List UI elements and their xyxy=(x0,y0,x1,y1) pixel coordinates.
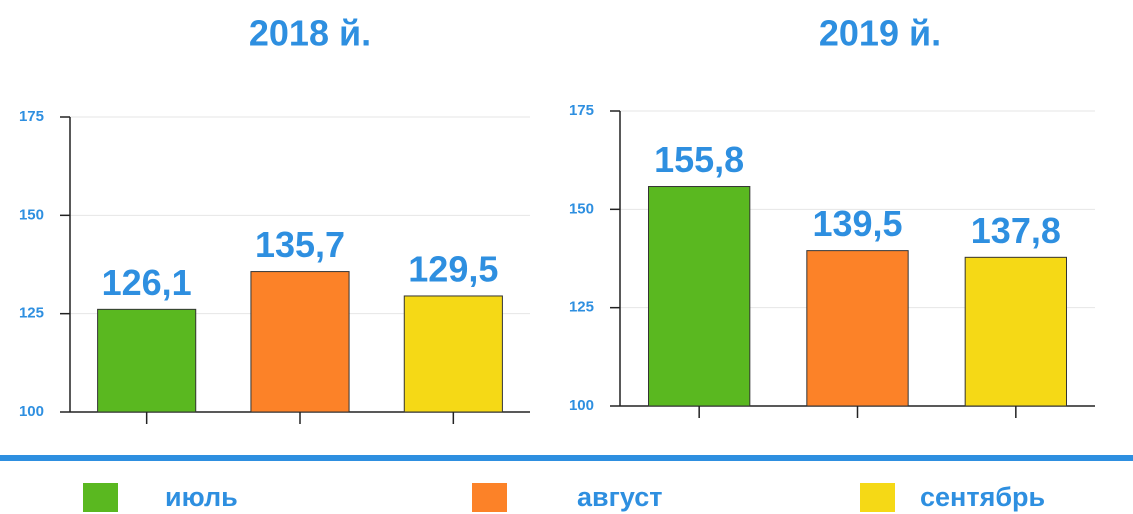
divider xyxy=(0,455,1133,461)
y-tick-label: 125 xyxy=(19,305,44,322)
bar xyxy=(403,295,503,413)
y-tick-label: 175 xyxy=(569,102,594,119)
y-tick-label: 150 xyxy=(569,200,594,217)
legend-swatch xyxy=(860,483,895,512)
y-tick-label: 100 xyxy=(19,403,44,420)
data-label: 139,5 xyxy=(812,203,902,244)
legend-label: сентябрь xyxy=(920,482,1045,512)
data-label: 126,1 xyxy=(102,262,192,303)
legend-label: август xyxy=(577,482,662,512)
legend-label: июль xyxy=(165,482,238,512)
legend-swatch xyxy=(472,483,507,512)
bar xyxy=(250,271,350,413)
data-label: 129,5 xyxy=(408,248,498,289)
data-label: 135,7 xyxy=(255,224,345,265)
bar xyxy=(97,308,197,413)
bar xyxy=(806,250,909,407)
legend-swatch xyxy=(83,483,118,512)
y-tick-label: 150 xyxy=(19,206,44,223)
data-label: 137,8 xyxy=(971,210,1061,251)
y-tick-label: 100 xyxy=(569,397,594,414)
data-label: 155,8 xyxy=(654,139,744,180)
y-tick-label: 175 xyxy=(19,108,44,125)
y-tick-label: 125 xyxy=(569,299,594,316)
chart-title: 2018 й. xyxy=(249,13,371,54)
chart-title: 2019 й. xyxy=(819,13,941,54)
bar xyxy=(964,256,1068,407)
bar xyxy=(648,186,751,407)
